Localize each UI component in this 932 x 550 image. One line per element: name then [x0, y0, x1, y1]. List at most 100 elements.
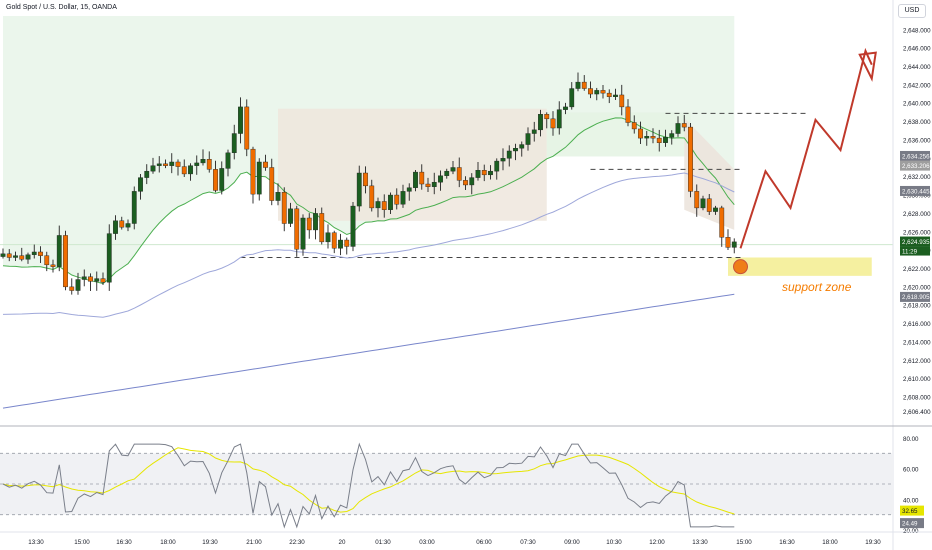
candle: [388, 192, 393, 214]
candle-up: [94, 278, 100, 282]
candle-down: [719, 207, 725, 238]
candle: [456, 157, 462, 188]
candle: [13, 251, 18, 262]
price-tick-label: 2,628.000: [903, 211, 931, 218]
price-badge-bg: [900, 291, 930, 302]
candle-up: [700, 198, 706, 209]
candle-up: [731, 241, 737, 248]
candle: [638, 121, 643, 145]
candle: [525, 127, 531, 151]
candle: [594, 87, 600, 101]
candle: [688, 123, 693, 198]
price-badge-text: 2,618.905: [902, 294, 930, 301]
candle-down: [331, 232, 337, 249]
candle: [131, 186, 137, 230]
candle-down: [656, 137, 662, 143]
candle: [600, 84, 606, 99]
candle-down: [600, 90, 606, 94]
candle-down: [244, 106, 250, 150]
price-tick-label: 2,638.000: [903, 119, 931, 126]
candle: [275, 183, 281, 206]
candle-up: [31, 251, 37, 255]
candle: [663, 129, 668, 147]
candle: [431, 172, 437, 195]
candle: [169, 153, 175, 174]
candle-down: [100, 278, 106, 283]
candle-down: [419, 171, 425, 185]
candle: [444, 168, 450, 179]
candle-up: [488, 170, 493, 176]
candle: [631, 115, 637, 134]
candle-up: [575, 81, 581, 89]
candle-up: [325, 232, 331, 243]
time-tick-label: 22:30: [289, 539, 305, 546]
candle-up: [300, 217, 306, 250]
rsi-value-text: 24.49: [902, 520, 918, 527]
candle-down: [306, 217, 312, 231]
candle: [681, 114, 687, 132]
candle: [269, 158, 275, 206]
candle: [75, 272, 81, 295]
price-tick-label: 2,640.000: [903, 101, 931, 108]
symbol-title[interactable]: Gold Spot / U.S. Dollar, 15, OANDA: [6, 4, 117, 11]
candle-up: [400, 191, 406, 205]
candle-up: [288, 208, 293, 224]
support-touch-circle: [733, 259, 748, 275]
time-tick-label: 13:30: [692, 539, 708, 546]
time-tick-label: 15:00: [74, 539, 90, 546]
countdown-text: 11:29: [902, 249, 918, 256]
candle: [25, 252, 31, 264]
candle: [500, 148, 506, 171]
rsi-tick-label: 60.00: [903, 467, 919, 474]
candle-down: [463, 180, 468, 186]
candle-up: [406, 187, 412, 192]
candle: [56, 225, 62, 272]
candle: [613, 88, 618, 100]
candle: [113, 215, 118, 240]
time-tick-label: 10:30: [606, 539, 622, 546]
candle: [213, 160, 218, 193]
rsi-tick-label: 40.00: [903, 497, 919, 504]
candle: [38, 246, 43, 264]
candle-up: [200, 159, 206, 164]
candle: [119, 216, 125, 230]
candle: [588, 81, 593, 99]
candle: [206, 151, 212, 173]
time-tick-label: 06:00: [476, 539, 492, 546]
candle-up: [275, 192, 281, 201]
candle-down: [294, 208, 300, 250]
candle-up: [444, 170, 450, 176]
candle: [94, 271, 100, 291]
candle-down: [206, 159, 212, 170]
candle: [369, 179, 375, 212]
candle-down: [281, 192, 287, 224]
candle: [706, 193, 712, 215]
price-tick-label: 2,612.000: [903, 358, 931, 365]
candle-down: [706, 198, 712, 212]
time-tick-label: 19:30: [202, 539, 218, 546]
candle: [175, 159, 181, 176]
candle: [250, 146, 256, 204]
candle: [138, 174, 143, 200]
candle: [419, 164, 425, 190]
candle-down: [175, 161, 181, 167]
candle: [331, 230, 337, 254]
rsi-value-bg: [900, 518, 924, 529]
candle-down: [394, 194, 400, 205]
time-tick-label: 20: [339, 539, 346, 546]
candle-up: [194, 162, 200, 166]
candle-down: [581, 81, 587, 89]
time-tick-label: 01:30: [375, 539, 391, 546]
currency-button[interactable]: USD: [898, 4, 926, 18]
rsi-value-bg: [900, 505, 924, 516]
candle-down: [725, 237, 731, 248]
price-badge-bg: [900, 236, 930, 247]
candle: [550, 111, 556, 136]
candle-down: [344, 239, 350, 247]
rsi-value-badge: 32.65: [900, 505, 924, 516]
rsi-tick-label: 80.00: [903, 436, 919, 443]
candle: [644, 130, 650, 146]
candle: [300, 214, 306, 256]
